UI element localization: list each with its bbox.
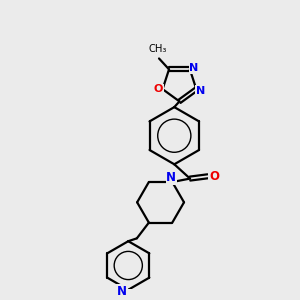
Text: N: N [189, 63, 199, 73]
Text: O: O [154, 84, 163, 94]
Text: N: N [196, 86, 205, 96]
Text: O: O [209, 170, 219, 183]
Text: CH₃: CH₃ [148, 44, 167, 54]
Text: N: N [166, 171, 176, 184]
Text: N: N [117, 285, 127, 298]
